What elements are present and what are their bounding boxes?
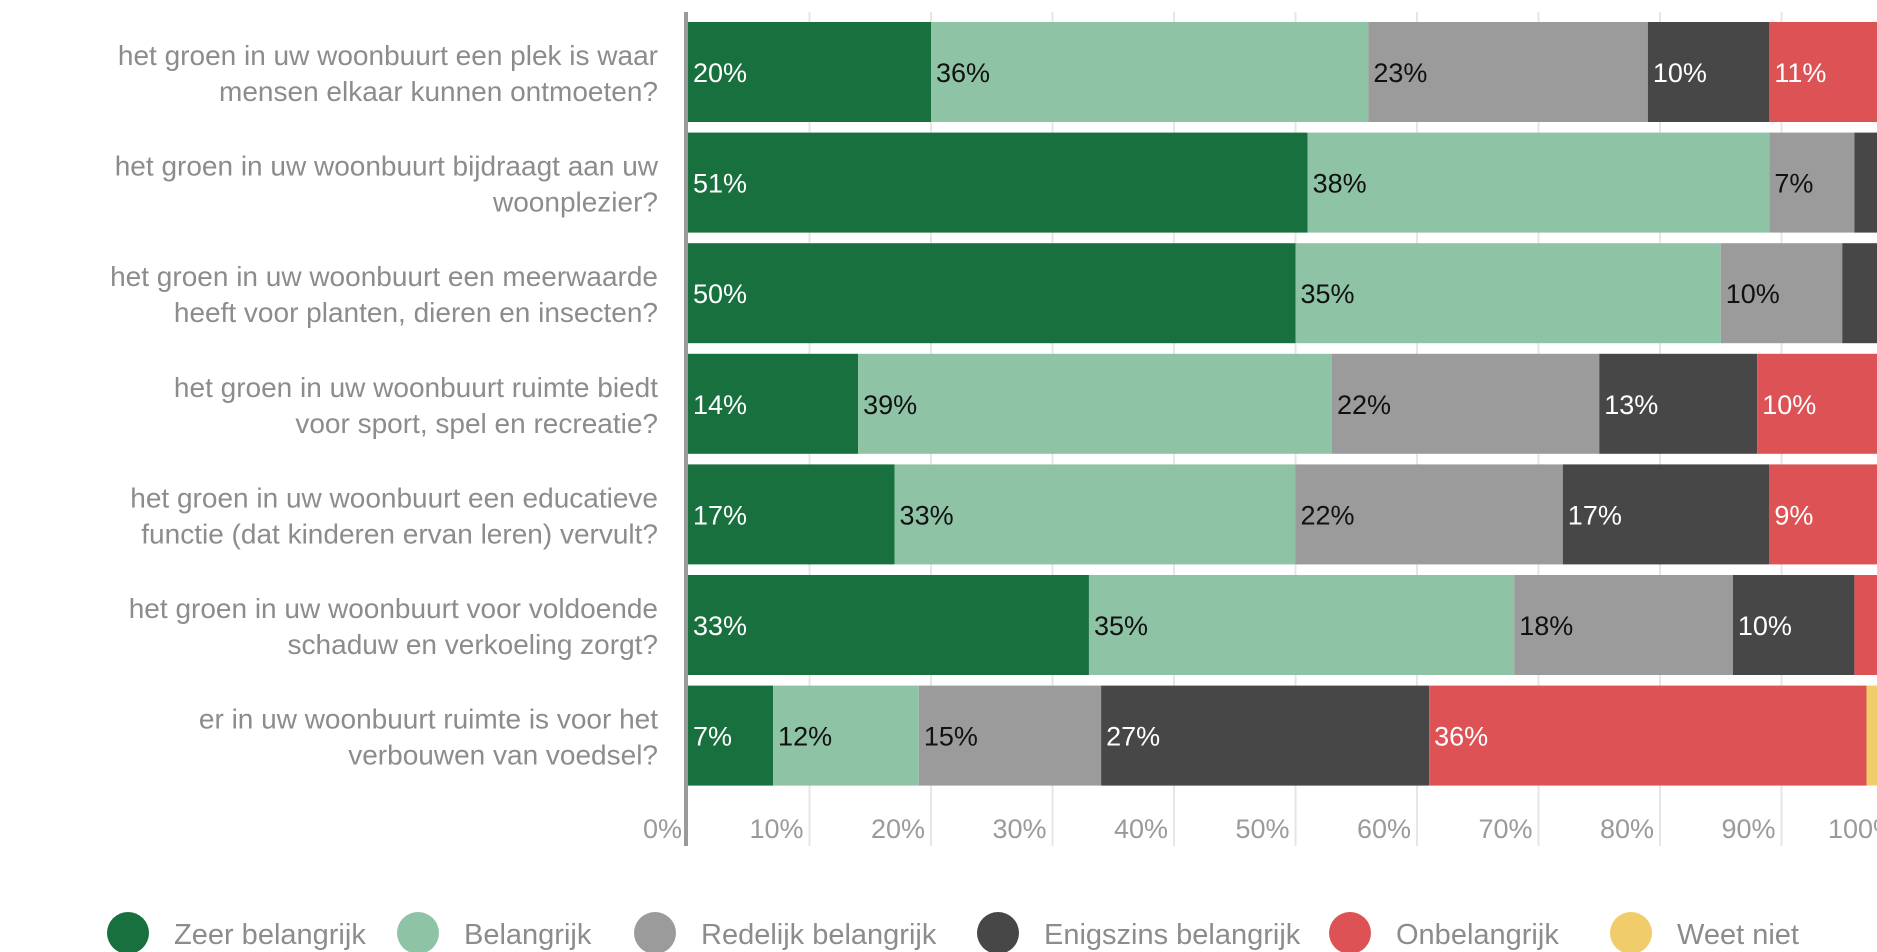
data-label: 9% — [1774, 500, 1813, 530]
bar-segment — [1599, 353, 1758, 454]
data-label: 51% — [693, 169, 747, 199]
bar-segment — [1429, 685, 1867, 786]
data-label: 23% — [1373, 58, 1427, 88]
data-label: 10% — [1762, 390, 1816, 420]
legend-label: Enigszins belangrijk — [1044, 919, 1301, 951]
bar-segment — [1842, 243, 1877, 344]
category-labels: het groen in uw woonbuurt een plek is wa… — [110, 40, 659, 771]
data-label: 35% — [1094, 611, 1148, 641]
bar-segment — [1720, 243, 1843, 344]
x-tick-label: 10% — [749, 814, 803, 844]
legend: Zeer belangrijk Belangrijk Redelijk belang… — [107, 912, 1799, 952]
x-tick-label: 70% — [1478, 814, 1532, 844]
bar-segment — [1368, 22, 1648, 122]
data-label: 39% — [863, 390, 917, 420]
x-tick-label: 90% — [1721, 814, 1775, 844]
legend-swatch — [634, 912, 676, 952]
legend-swatch — [1329, 912, 1371, 952]
bar-segment — [1769, 22, 1877, 122]
bar-segment — [1769, 464, 1877, 565]
x-tick-label: 60% — [1357, 814, 1411, 844]
data-label: 10% — [1726, 279, 1780, 309]
data-label: 22% — [1337, 390, 1391, 420]
bar-segment — [1331, 353, 1600, 454]
bar-segment — [688, 685, 774, 786]
data-label: 7% — [693, 722, 732, 752]
bar-segment — [1514, 575, 1733, 675]
bar-segment — [1854, 132, 1877, 233]
data-label: 18% — [1519, 611, 1573, 641]
bar-segment — [688, 22, 931, 122]
data-label: 17% — [693, 500, 747, 530]
data-label: 36% — [936, 58, 990, 88]
legend-label: Redelijk belangrijk — [701, 919, 937, 951]
legend-label: Zeer belangrijk — [174, 919, 366, 951]
bar-segment — [858, 353, 1332, 454]
data-label: 20% — [693, 58, 747, 88]
bar-segment — [1307, 132, 1770, 233]
category-label: het groen in uw woonbuurt ruimte biedt vo… — [174, 372, 658, 439]
bar-segment — [1854, 575, 1877, 675]
bar-segment — [1101, 685, 1430, 786]
bar-segment — [1732, 575, 1855, 675]
category-label: het groen in uw woonbuurt een plek is wa… — [118, 40, 658, 107]
data-label: 10% — [1738, 611, 1792, 641]
bar-segment — [688, 464, 895, 565]
x-tick-label: 80% — [1600, 814, 1654, 844]
data-label: 10% — [1653, 58, 1707, 88]
x-tick-label: 50% — [1235, 814, 1289, 844]
bar-segment — [1562, 464, 1770, 565]
category-label: het groen in uw woonbuurt voor voldoende… — [129, 593, 658, 660]
category-label: er in uw woonbuurt ruimte is voor het ver… — [199, 704, 658, 771]
legend-swatch — [107, 912, 149, 952]
data-label: 33% — [900, 500, 954, 530]
bar-segment — [773, 685, 919, 786]
data-label: 35% — [1301, 279, 1355, 309]
bar-segment — [1866, 685, 1877, 786]
bar-segment — [1295, 464, 1563, 565]
data-label: 7% — [1774, 169, 1813, 199]
bar-segment — [688, 353, 859, 454]
data-label: 33% — [693, 611, 747, 641]
category-label: het groen in uw woonbuurt bijdraagt aan … — [115, 151, 659, 218]
legend-label: Onbelangrijk — [1396, 919, 1559, 951]
data-label: 13% — [1604, 390, 1658, 420]
data-label: 22% — [1301, 500, 1355, 530]
bar-segment — [918, 685, 1102, 786]
x-tick-label: 20% — [871, 814, 925, 844]
legend-swatch — [397, 912, 439, 952]
bar-segment — [1757, 353, 1877, 454]
bar-segment — [688, 575, 1089, 675]
bar-segment — [1088, 575, 1515, 675]
data-label: 12% — [778, 722, 832, 752]
x-tick-label: 0% — [643, 814, 682, 844]
bar-segment — [688, 132, 1308, 233]
legend-label: Weet niet — [1677, 919, 1799, 951]
data-label: 27% — [1106, 722, 1160, 752]
bar-segment — [688, 243, 1296, 344]
bar-segment — [1295, 243, 1721, 344]
data-label: 38% — [1313, 169, 1367, 199]
data-label: 15% — [924, 722, 978, 752]
data-label: 36% — [1434, 722, 1488, 752]
legend-swatch — [977, 912, 1019, 952]
data-label: 14% — [693, 390, 747, 420]
data-label: 50% — [693, 279, 747, 309]
legend-label: Belangrijk — [464, 919, 592, 951]
bar-segment — [894, 464, 1296, 565]
data-label: 11% — [1774, 58, 1826, 88]
bar-segment — [931, 22, 1369, 122]
x-axis-ticks: 0% 10% 20% 30% 40% 50% 60% 70% 80% 90% 100% — [643, 814, 1877, 844]
category-label: het groen in uw woonbuurt een meerwaarde… — [110, 261, 658, 328]
bar-segment — [1769, 132, 1855, 233]
x-tick-label: 30% — [992, 814, 1046, 844]
data-label: 17% — [1568, 500, 1622, 530]
category-label: het groen in uw woonbuurt een educatieve… — [130, 482, 658, 549]
bar-segment — [1647, 22, 1770, 122]
legend-swatch — [1610, 912, 1652, 952]
bars: 20% 36% 23% 10% 11% 51% 38% 7% 50% 35% 10% 14% 39% 22… — [688, 22, 1877, 786]
x-tick-label: 100% — [1828, 814, 1877, 844]
x-tick-label: 40% — [1114, 814, 1168, 844]
